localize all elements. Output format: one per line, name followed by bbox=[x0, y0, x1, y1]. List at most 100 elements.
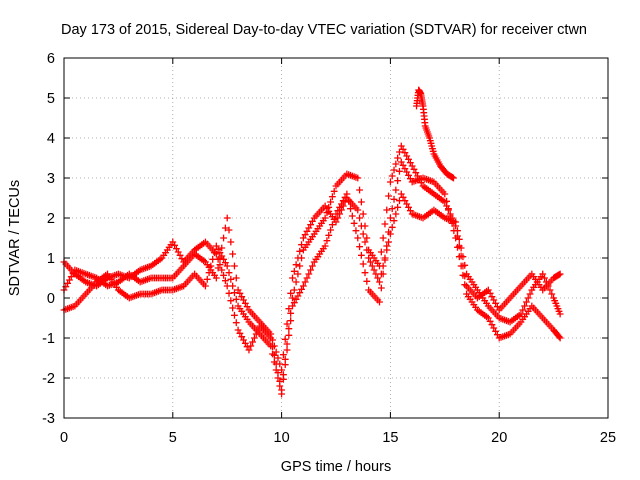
data-point bbox=[276, 360, 284, 368]
data-point bbox=[214, 264, 222, 272]
data-point bbox=[301, 278, 309, 286]
data-point bbox=[542, 278, 550, 286]
data-point bbox=[269, 350, 276, 358]
data-point bbox=[357, 222, 365, 230]
data-point bbox=[270, 358, 278, 366]
data-point bbox=[225, 289, 233, 297]
data-point bbox=[541, 274, 548, 282]
data-point bbox=[396, 148, 403, 156]
y-tick-label: -2 bbox=[42, 371, 55, 387]
data-point bbox=[292, 261, 300, 269]
data-point bbox=[359, 230, 367, 238]
data-point bbox=[459, 271, 467, 279]
data-point bbox=[446, 212, 454, 220]
data-point bbox=[221, 277, 229, 285]
data-point bbox=[267, 342, 275, 350]
grid-lines bbox=[64, 58, 608, 418]
data-point bbox=[281, 361, 289, 369]
data-point bbox=[218, 266, 226, 274]
data-point bbox=[354, 174, 362, 182]
data-point bbox=[556, 334, 564, 342]
data-point bbox=[269, 336, 276, 344]
y-tick-label: -3 bbox=[42, 411, 55, 427]
data-points bbox=[60, 86, 564, 398]
data-point bbox=[381, 256, 389, 264]
data-point bbox=[367, 258, 374, 266]
data-point bbox=[357, 251, 365, 259]
data-point bbox=[305, 270, 313, 278]
data-point bbox=[450, 174, 457, 182]
data-point bbox=[385, 228, 392, 236]
data-point bbox=[388, 205, 396, 213]
data-point bbox=[220, 234, 227, 242]
y-tick-label: 6 bbox=[47, 51, 55, 67]
data-point bbox=[249, 338, 256, 346]
data-point bbox=[298, 241, 305, 249]
data-point bbox=[267, 330, 275, 338]
data-point bbox=[227, 275, 235, 283]
data-point bbox=[361, 269, 369, 277]
data-point bbox=[229, 282, 237, 290]
data-point bbox=[539, 270, 547, 278]
data-point bbox=[225, 226, 233, 234]
data-point bbox=[452, 234, 460, 242]
data-point bbox=[272, 366, 280, 374]
data-point bbox=[327, 198, 334, 206]
data-point bbox=[229, 250, 237, 258]
data-point bbox=[274, 374, 282, 382]
data-point bbox=[287, 317, 295, 325]
data-point bbox=[343, 190, 351, 198]
data-point bbox=[387, 214, 394, 222]
data-point bbox=[555, 271, 563, 279]
data-point bbox=[363, 277, 371, 285]
data-point bbox=[251, 334, 258, 342]
data-point bbox=[354, 206, 362, 214]
data-point bbox=[285, 325, 293, 333]
data-point bbox=[296, 262, 304, 270]
data-point bbox=[203, 275, 211, 283]
data-point bbox=[223, 214, 231, 222]
data-point bbox=[357, 198, 365, 206]
data-point bbox=[379, 262, 387, 270]
data-point bbox=[392, 210, 400, 218]
y-tick-label: 0 bbox=[47, 291, 55, 307]
data-point bbox=[394, 154, 402, 162]
data-point bbox=[555, 333, 563, 341]
data-point bbox=[287, 309, 295, 317]
data-point bbox=[285, 331, 293, 339]
data-point bbox=[231, 262, 238, 270]
data-point bbox=[330, 187, 338, 195]
data-point bbox=[390, 166, 398, 174]
x-tick-label: 20 bbox=[491, 430, 507, 446]
data-point bbox=[363, 234, 371, 242]
data-point bbox=[232, 274, 240, 282]
data-point bbox=[383, 242, 391, 250]
data-point bbox=[205, 269, 213, 277]
data-point bbox=[394, 177, 402, 185]
data-point bbox=[388, 172, 396, 180]
data-point bbox=[377, 248, 385, 256]
data-point bbox=[544, 282, 552, 290]
data-point bbox=[220, 271, 227, 279]
data-point bbox=[350, 219, 358, 227]
data-point bbox=[457, 244, 465, 252]
data-point bbox=[390, 195, 398, 203]
y-tick-label: 3 bbox=[47, 171, 55, 187]
data-point bbox=[325, 231, 333, 239]
data-point bbox=[296, 247, 304, 255]
data-point bbox=[385, 192, 392, 200]
data-point bbox=[449, 173, 456, 181]
data-point bbox=[334, 214, 342, 222]
x-tick-label: 15 bbox=[382, 430, 398, 446]
series-track-c bbox=[60, 158, 564, 398]
data-point bbox=[225, 269, 233, 277]
data-point bbox=[245, 346, 253, 354]
x-tick-label: 25 bbox=[600, 430, 616, 446]
data-point bbox=[556, 310, 564, 318]
data-point bbox=[290, 286, 298, 294]
y-axis-label: SDTVAR / TECUs bbox=[7, 180, 23, 296]
data-point bbox=[455, 253, 463, 261]
data-point bbox=[556, 270, 564, 278]
data-point bbox=[309, 262, 316, 270]
